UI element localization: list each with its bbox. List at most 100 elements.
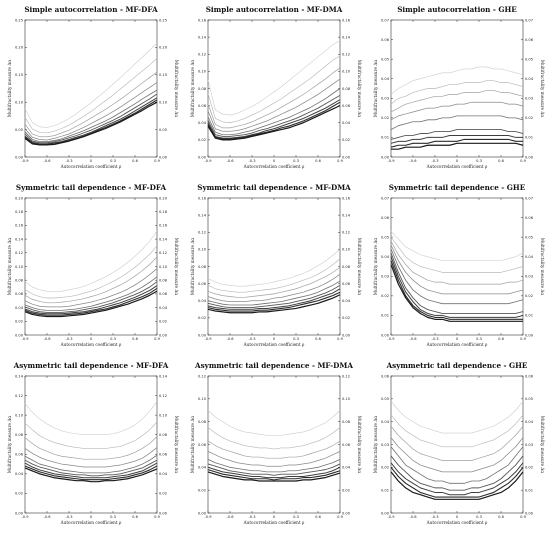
y-tick-label: 0.12 (198, 374, 206, 378)
y-tick-label: 0.02 (381, 294, 389, 298)
y-tick-label: 0.08 (198, 420, 207, 424)
y-tick-label: 0.00 (15, 333, 24, 337)
plot-frame (390, 197, 524, 336)
plot-frame (390, 19, 524, 158)
x-axis-label: Autocorrelation coefficient ρ (243, 342, 305, 347)
y-tick-label: 0.05 (381, 57, 389, 61)
y-tick-label: 0.06 (381, 374, 390, 378)
chart-svg: Asymmetric tail dependence - GHE 0.00 0.00… (373, 361, 545, 525)
series-group (207, 40, 341, 141)
y-tick-label-right: 0.12 (342, 53, 350, 57)
x-axis-label: Autocorrelation coefficient ρ (243, 520, 305, 525)
series-line (207, 67, 341, 129)
y-tick-label-right: 0.05 (525, 397, 533, 401)
y-tick-label-right: 0.03 (525, 275, 533, 279)
panel-symmetric-mfdma: Symmetric tail dependence - MF-DMA 0.00 0.… (186, 180, 364, 356)
y-tick-label: 0.00 (381, 333, 390, 337)
x-tick-label: 0 (273, 515, 276, 519)
x-tick-label: 0.3 (476, 159, 482, 163)
y-axis-label: Multifractality measure Δα (190, 60, 195, 118)
x-axis-label: Autocorrelation coefficient ρ (426, 520, 488, 525)
y-tick-label-right: 0.14 (159, 374, 168, 378)
series-line (390, 426, 524, 461)
x-axis-label: Autocorrelation coefficient ρ (60, 520, 122, 525)
y-tick-label-right: 0.02 (525, 116, 533, 120)
chart-title: Asymmetric tail dependence - MF-DFA (13, 361, 169, 370)
x-tick-label: 0.6 (498, 515, 504, 519)
chart-title: Symmetric tail dependence - GHE (389, 183, 526, 192)
series-line (207, 466, 341, 479)
y-tick-label: 0.08 (15, 279, 24, 283)
y-tick-label: 0.02 (198, 488, 206, 492)
y-tick-label: 0.01 (381, 136, 389, 140)
y-tick-label-right: 0.12 (159, 394, 167, 398)
y-tick-label-right: 0.16 (342, 18, 351, 22)
series-group (24, 401, 158, 483)
y-tick-label-right: 0.03 (525, 443, 533, 447)
y-tick-label: 0.02 (381, 116, 389, 120)
x-tick-label: -0.9 (204, 159, 212, 163)
y-tick-label: 0.04 (15, 306, 24, 310)
y-tick-label-right: 0.14 (342, 35, 351, 39)
series-line (390, 66, 524, 95)
series-group (24, 230, 158, 318)
x-tick-label: 0.9 (520, 159, 526, 163)
y-tick-label-right: 0.10 (342, 70, 351, 74)
series-line (390, 260, 523, 320)
y-tick-label-right: 0.12 (159, 251, 167, 255)
y-tick-label-right: 0.00 (525, 333, 534, 337)
y-tick-label: 0.05 (381, 235, 389, 239)
series-line (207, 249, 341, 287)
series-line (24, 285, 158, 315)
x-tick-label: 0 (273, 337, 276, 341)
y-tick-label-right: 0.04 (159, 472, 168, 476)
y-tick-label-right: 0.10 (159, 101, 168, 105)
x-axis-label: Autocorrelation coefficient ρ (243, 164, 305, 169)
y-tick-label: 0.12 (15, 251, 23, 255)
x-tick-label: 0.3 (293, 337, 299, 341)
y-tick-label-right: 0.08 (342, 265, 351, 269)
series-line (207, 288, 341, 310)
x-tick-label: -0.6 (43, 337, 51, 341)
y-axis-label: Multifractality measure Δα (190, 416, 195, 474)
series-line (207, 88, 341, 136)
y-axis-label: Multifractality measure Δα (7, 238, 12, 296)
y-tick-label-right: 0.16 (159, 224, 168, 228)
x-tick-label: -0.3 (65, 515, 72, 519)
y-tick-label-right: 0.06 (525, 38, 534, 42)
series-line (207, 94, 341, 137)
y-tick-label: 0.05 (381, 397, 389, 401)
series-line (390, 466, 524, 498)
x-tick-label: 0.6 (315, 159, 321, 163)
series-line (390, 244, 524, 295)
series-line (24, 462, 158, 479)
y-tick-label: 0.10 (198, 70, 207, 74)
y-tick-label: 0.08 (198, 265, 207, 269)
y-tick-label: 0.03 (381, 97, 389, 101)
plot-frame (207, 375, 341, 514)
x-tick-label: 0.6 (498, 337, 504, 341)
chart-title: Simple autocorrelation - MF-DMA (206, 5, 343, 14)
series-line (390, 129, 524, 140)
series-line (390, 101, 524, 121)
x-tick-label: 0.9 (154, 515, 160, 519)
y-tick-label-right: 0.12 (342, 374, 350, 378)
series-group (390, 400, 524, 500)
panel-simple-ghe: Simple autocorrelation - GHE 0.00 0.00 0.01… (369, 2, 547, 178)
panel-asymmetric-ghe: Asymmetric tail dependence - GHE 0.00 0.00… (369, 358, 547, 534)
series-line (24, 467, 158, 483)
series-line (390, 248, 524, 305)
chart-title: Simple autocorrelation - MF-DFA (24, 5, 158, 14)
y-tick-label: 0.06 (198, 104, 207, 108)
y-tick-label-right: 0.02 (342, 138, 350, 142)
y-tick-label-right: 0.05 (159, 128, 167, 132)
panel-simple-mfdma: Simple autocorrelation - MF-DMA 0.00 0.00 0… (186, 2, 364, 178)
series-line (24, 256, 158, 304)
series-line (390, 400, 524, 434)
series-line (390, 231, 524, 261)
series-line (390, 462, 524, 496)
y-axis-label: Multifractality measure Δα (373, 416, 378, 474)
x-axis-label: Autocorrelation coefficient ρ (60, 342, 122, 347)
